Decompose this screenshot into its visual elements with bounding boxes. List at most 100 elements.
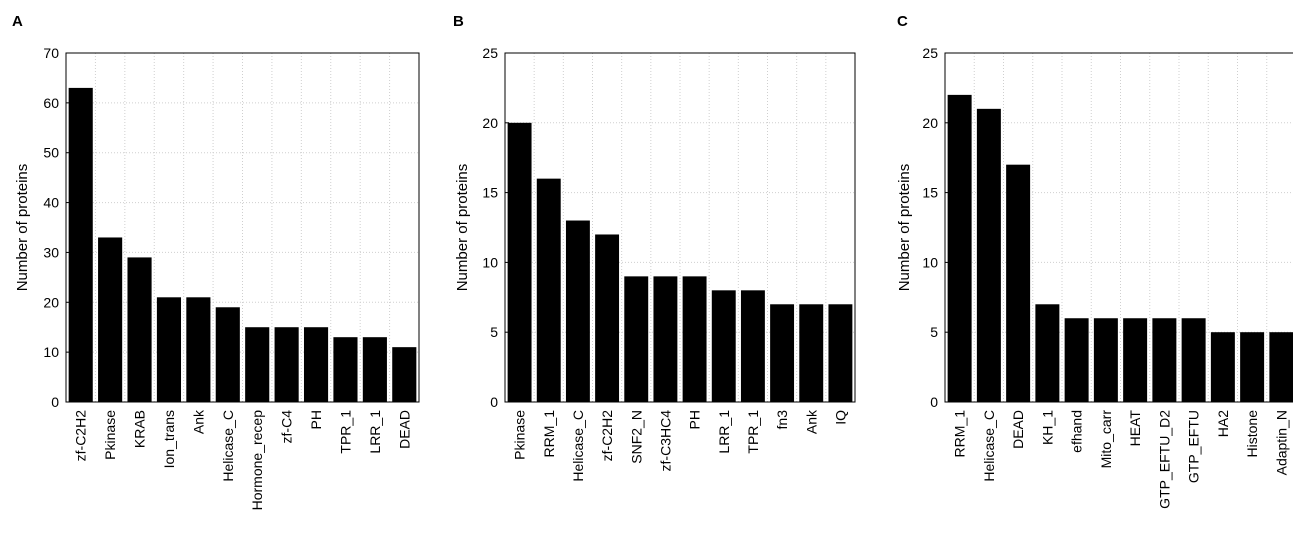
bar-ha2 (1210, 332, 1235, 402)
bar-gtp-eftu (1181, 318, 1206, 402)
x-category-label: zf-C2H2 (73, 410, 89, 462)
x-category-label: Mito_carr (1098, 410, 1114, 469)
bar-lrr-1 (711, 290, 736, 402)
bar-hormone-recep (245, 327, 270, 402)
bar-zf-c2h2 (595, 234, 620, 402)
x-category-label: GTP_EFTU_D2 (1156, 410, 1172, 509)
bar-zf-c2h2 (68, 87, 93, 403)
bar-fn3 (770, 304, 795, 402)
y-tick-label: 15 (482, 185, 498, 201)
panel-a: A 0 10 20 30 40 50 60 70 Number of proteins zf-C2H… (12, 13, 420, 511)
x-category-label: DEAD (396, 410, 412, 449)
x-category-label: Pkinase (102, 410, 118, 460)
y-tick-label: 15 (922, 185, 938, 201)
bar-helicase-c (976, 108, 1001, 402)
y-axis-label: Number of proteins (454, 164, 471, 292)
x-category-label: SNF2_N (628, 410, 644, 464)
x-category-label: TPR_1 (745, 410, 761, 454)
bar-gtp-eftu-d2 (1152, 318, 1177, 402)
y-tick-label: 40 (43, 195, 59, 211)
plot-frame (504, 52, 856, 403)
x-category-label: TPR_1 (337, 410, 353, 454)
bar-rrm-1 (536, 178, 561, 402)
bar-lrr-1 (362, 337, 387, 402)
bar-zf-c3hc4 (653, 276, 678, 402)
bar-helicase-c (215, 307, 240, 402)
y-tick-label: 20 (482, 115, 498, 131)
bar-ion-trans (156, 297, 182, 402)
x-category-label: Pkinase (512, 410, 528, 460)
y-tick-label: 5 (490, 324, 498, 340)
x-category-label: HA2 (1215, 410, 1231, 437)
panel-b: B 0 5 10 15 20 25 Number of proteins Pkinase RRM_… (453, 13, 856, 482)
plot-frame (944, 52, 1293, 403)
panel-c: C 0 5 10 15 20 25 Number of proteins RRM_1 Helica… (896, 13, 1293, 509)
bar-iq (828, 304, 853, 402)
y-axis-label: Number of proteins (14, 164, 31, 292)
y-tick-label: 0 (930, 394, 938, 410)
x-category-label: RRM_1 (952, 410, 968, 458)
bar-dead (392, 347, 417, 402)
x-category-label: Helicase_C (220, 410, 236, 482)
x-category-label: LRR_1 (716, 410, 732, 454)
x-category-label: KRAB (132, 410, 148, 448)
y-tick-label: 10 (43, 344, 59, 360)
bar-zf-c4 (274, 327, 299, 402)
y-tick-label: 20 (43, 294, 59, 310)
x-category-label: Ank (190, 409, 206, 434)
bar-pkinase (98, 237, 123, 402)
y-tick-label: 5 (930, 324, 938, 340)
y-tick-label: 25 (482, 45, 498, 61)
bar-kh-1 (1035, 304, 1060, 402)
bar-ph (682, 276, 707, 402)
x-category-label: fn3 (774, 410, 790, 430)
x-category-label: HEAT (1127, 410, 1143, 447)
bar-adaptin-n (1269, 332, 1293, 402)
x-category-label: zf-C4 (279, 410, 295, 444)
x-category-label: zf-C3HC4 (657, 410, 673, 472)
panel-letter: A (12, 13, 23, 30)
y-tick-label: 50 (43, 145, 59, 161)
y-tick-label: 0 (490, 394, 498, 410)
x-category-label: zf-C2H2 (599, 410, 615, 462)
y-axis-label: Number of proteins (896, 164, 913, 292)
bar-snf2-n (624, 276, 649, 402)
panel-letter: B (453, 13, 464, 30)
bar-pkinase (507, 122, 532, 403)
bar-mito-carr (1093, 318, 1118, 402)
y-tick-label: 60 (43, 95, 59, 111)
bar-ank (799, 304, 824, 402)
bar-rrm-1 (947, 94, 972, 402)
y-tick-label: 10 (922, 254, 938, 270)
x-category-label: IQ (832, 410, 848, 425)
plot-frame (65, 52, 420, 403)
y-tick-label: 0 (51, 394, 59, 410)
x-category-label: Ion_trans (161, 410, 177, 468)
bar-tpr-1 (740, 290, 765, 402)
bar-helicase-c (565, 220, 590, 402)
y-tick-label: 10 (482, 254, 498, 270)
x-category-label: KH_1 (1039, 410, 1055, 445)
bar-tpr-1 (333, 337, 358, 402)
x-category-label: Adaptin_N (1273, 410, 1289, 475)
panel-letter: C (897, 13, 908, 30)
y-tick-label: 25 (922, 45, 938, 61)
x-category-label: PH (687, 410, 703, 429)
y-tick-label: 30 (43, 244, 59, 260)
bar-ph (303, 327, 329, 402)
x-category-label: Ank (803, 409, 819, 434)
x-category-label: Histone (1244, 410, 1260, 458)
x-category-label: LRR_1 (367, 410, 383, 454)
x-category-label: efhand (1069, 410, 1085, 453)
y-tick-label: 70 (43, 45, 59, 61)
bar-krab (127, 257, 152, 402)
x-category-label: GTP_EFTU (1186, 410, 1202, 483)
x-category-label: Helicase_C (981, 410, 997, 482)
bar-dead (1006, 164, 1031, 402)
x-category-label: Hormone_recep (249, 410, 265, 511)
bar-histone (1240, 332, 1265, 402)
bar-efhand (1064, 318, 1089, 402)
y-tick-label: 20 (922, 115, 938, 131)
x-category-label: RRM_1 (541, 410, 557, 458)
